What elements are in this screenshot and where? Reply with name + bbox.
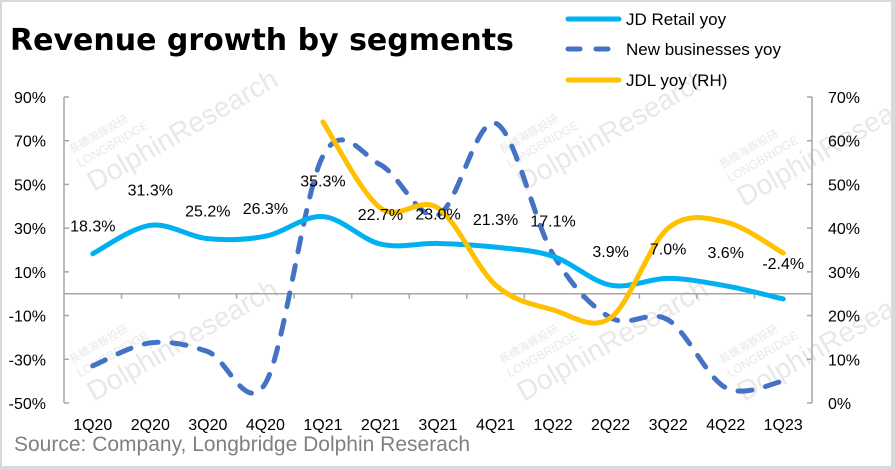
x-tick-label: 2Q21 [361, 417, 400, 434]
legend-entry: JDL yoy (RH) [565, 71, 727, 90]
right-tick-label: 70% [828, 90, 860, 107]
legend-label: JD Retail yoy [626, 10, 727, 29]
x-tick-label: 2Q20 [131, 417, 170, 434]
data-label: 3.9% [592, 244, 628, 261]
x-tick-label: 3Q21 [418, 417, 457, 434]
data-label: 3.6% [707, 245, 743, 262]
right-tick-label: 0% [828, 396, 851, 413]
x-tick-label: 4Q20 [246, 417, 285, 434]
data-label: 22.7% [358, 207, 403, 224]
left-tick-label: -30% [9, 352, 46, 369]
x-tick-label: 1Q23 [764, 417, 803, 434]
legend-entry: New businesses yoy [565, 40, 781, 59]
x-tick-label: 3Q20 [188, 417, 227, 434]
x-tick-label: 4Q21 [476, 417, 515, 434]
right-tick-label: 60% [828, 134, 860, 151]
x-tick-label: 1Q22 [534, 417, 573, 434]
right-tick-label: 10% [828, 352, 860, 369]
left-tick-label: 50% [14, 177, 46, 194]
data-label: -2.4% [762, 256, 804, 273]
left-tick-label: -50% [9, 396, 46, 413]
legend-label: New businesses yoy [626, 40, 781, 59]
data-label: 21.3% [473, 212, 518, 229]
x-tick-label: 3Q22 [649, 417, 688, 434]
data-label: 23.0% [415, 206, 460, 223]
data-label: 35.3% [300, 174, 345, 191]
data-label: 17.1% [530, 213, 575, 230]
x-tick-label: 4Q22 [706, 417, 745, 434]
left-tick-label: 70% [14, 134, 46, 151]
legend: JD Retail yoy New businesses yoy JDL yoy (… [565, 10, 781, 90]
series-lines [90, 119, 786, 396]
data-labels: 18.3% 31.3% 25.2% 26.3% 35.3% 22.7% 23.0% 21.3%… [70, 174, 804, 273]
right-tick-label: 40% [828, 221, 860, 238]
source-note: Source: Company, Longbridge Dolphin Rese… [14, 433, 470, 456]
x-tick-label: 2Q22 [591, 417, 630, 434]
x-tick-label: 1Q20 [73, 417, 112, 434]
legend-label: JDL yoy (RH) [626, 71, 727, 90]
right-tick-label: 50% [828, 177, 860, 194]
left-tick-label: -10% [9, 309, 46, 326]
right-tick-label: 20% [828, 309, 860, 326]
data-label: 18.3% [70, 219, 115, 236]
left-tick-label: 30% [14, 221, 46, 238]
axes: 90% 70% 50% 30% 10% -10% -30% -50% 70% 60% 50% 40% 3… [9, 90, 860, 434]
left-tick-label: 10% [14, 265, 46, 282]
left-tick-label: 90% [14, 90, 46, 107]
data-label: 26.3% [243, 201, 288, 218]
data-label: 7.0% [650, 241, 686, 258]
legend-entry: JD Retail yoy [565, 10, 727, 29]
data-label: 25.2% [185, 204, 230, 221]
chart-title: Revenue growth by segments [10, 23, 514, 58]
x-tick-label: 1Q21 [303, 417, 342, 434]
data-label: 31.3% [128, 182, 173, 199]
right-tick-label: 30% [828, 265, 860, 282]
